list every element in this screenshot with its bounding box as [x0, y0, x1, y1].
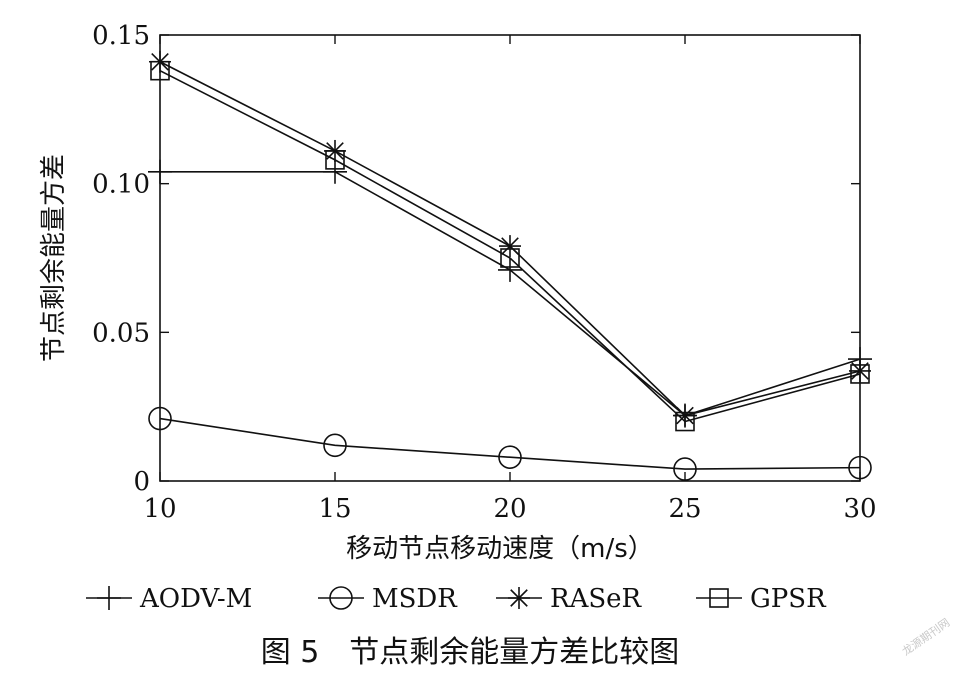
legend-label-gpsr: GPSR — [750, 584, 827, 614]
marker-part — [676, 406, 694, 425]
y-tick-label: 0.10 — [92, 170, 150, 200]
data-point-msdr — [323, 433, 347, 458]
marker-part — [501, 237, 519, 255]
data-point-gpsr — [500, 248, 520, 268]
legend-marker-gpsr — [709, 588, 729, 608]
marker-part — [673, 457, 697, 481]
marker-part — [325, 150, 345, 170]
data-point-gpsr — [150, 60, 170, 81]
data-point-msdr — [673, 457, 697, 481]
series-line-msdr — [159, 417, 861, 470]
x-axis-label: 移动节点移动速度（m/s） — [346, 534, 654, 564]
y-tick-label: 0.05 — [92, 318, 150, 348]
data-point-raser — [674, 404, 696, 427]
marker-part — [148, 406, 172, 431]
legend-label-raser: RASeR — [550, 584, 643, 614]
x-tick-label: 25 — [668, 494, 701, 524]
marker-part — [500, 248, 520, 268]
marker-part — [323, 433, 347, 458]
marker-part — [848, 455, 872, 480]
data-point-raser — [499, 235, 521, 258]
y-axis-label: 节点剩余能量方差 — [39, 154, 69, 362]
x-tick-label: 30 — [843, 494, 876, 524]
data-point-msdr — [148, 406, 172, 431]
axis-ticks: 10 15 20 25 30 0 0.05 0.10 0.15 — [92, 21, 876, 524]
data-point-msdr — [848, 455, 872, 480]
data-point-gpsr — [675, 411, 695, 432]
marker-part — [675, 411, 695, 432]
legend-label-msdr: MSDR — [372, 584, 458, 614]
series-line-aodv-m — [160, 170, 861, 417]
data-point-gpsr — [850, 364, 870, 384]
marker-part — [850, 364, 870, 384]
series-line-gpsr — [159, 69, 861, 423]
legend-label-aodv-m: AODV-M — [139, 584, 252, 614]
data-point-gpsr — [325, 150, 345, 170]
x-tick-label: 15 — [318, 494, 351, 524]
marker-part — [709, 588, 729, 608]
watermark-logo: 龙源期刊网 — [899, 615, 952, 658]
data-point-aodv-m — [498, 257, 522, 282]
figure-caption: 图 5 节点剩余能量方差比较图 — [261, 635, 680, 670]
marker-part — [150, 60, 170, 81]
y-tick-label: 0 — [133, 467, 150, 497]
legend-marker-raser — [508, 587, 530, 609]
legend-marker-aodv-m — [97, 586, 121, 610]
x-tick-label: 20 — [493, 494, 526, 524]
data-point-aodv-m — [148, 159, 172, 184]
marker-part — [498, 445, 522, 470]
series-layer — [148, 50, 872, 481]
marker-part — [510, 589, 528, 607]
data-point-raser — [849, 359, 871, 382]
marker-part — [329, 586, 353, 610]
data-point-msdr — [498, 445, 522, 470]
legend-marker-msdr — [329, 586, 353, 610]
data-point-aodv-m — [323, 159, 347, 184]
y-tick-label: 0.15 — [92, 21, 150, 51]
legend: AODV-M MSDR RASeR GPSR — [86, 584, 827, 614]
x-tick-label: 10 — [143, 494, 176, 524]
